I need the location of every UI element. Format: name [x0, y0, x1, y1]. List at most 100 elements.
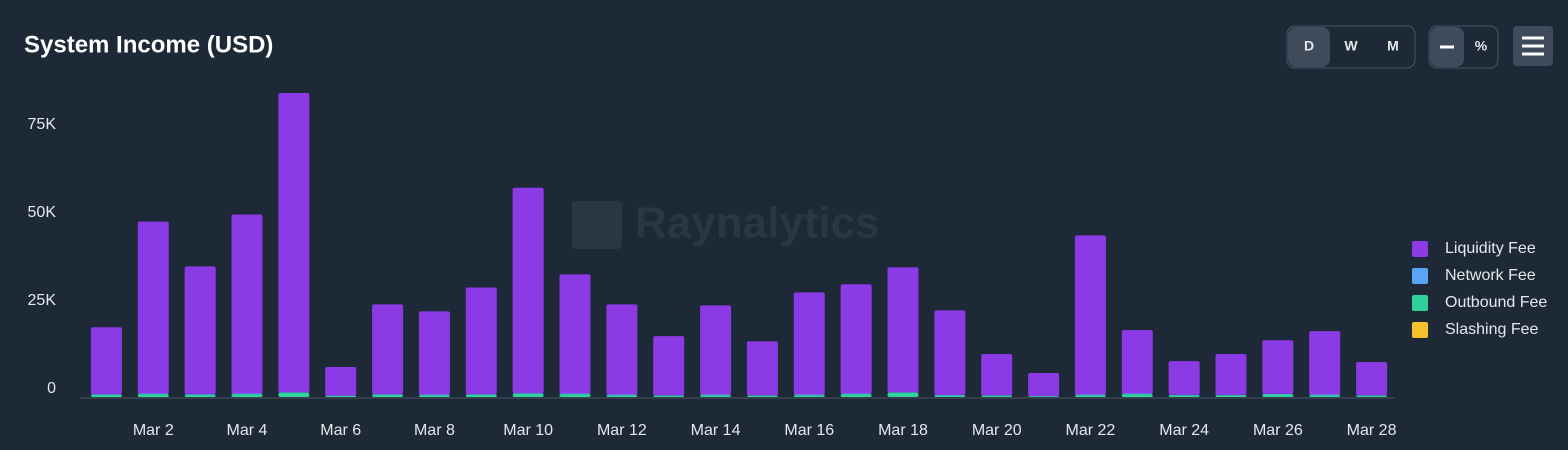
x-tick-label: Mar 24 — [1159, 422, 1209, 439]
bar-segment — [138, 394, 169, 397]
bar-segment — [1216, 354, 1247, 395]
bar-segment — [653, 336, 684, 395]
bar-segment — [700, 395, 731, 397]
percent-button[interactable]: % — [1475, 38, 1488, 54]
bar-segment — [372, 304, 403, 394]
bar-segment — [1122, 330, 1153, 393]
x-tick-label: Mar 10 — [503, 422, 553, 439]
bar-segment — [981, 396, 1012, 397]
bar-segment — [232, 393, 263, 394]
bar-segment — [1356, 362, 1387, 395]
bar-segment — [934, 310, 965, 395]
bar-segment — [278, 393, 309, 397]
x-tick-label: Mar 8 — [414, 422, 455, 439]
bar-segment — [747, 341, 778, 395]
x-tick-label: Mar 4 — [227, 422, 268, 439]
period-button[interactable]: W — [1344, 38, 1358, 54]
watermark-text: Raynalytics — [635, 199, 880, 248]
bar-segment — [185, 266, 216, 394]
bar-segment — [185, 395, 216, 397]
bar-segment — [138, 393, 169, 394]
x-tick-label: Mar 20 — [972, 422, 1022, 439]
bar-segment — [466, 394, 497, 395]
bar-segment — [91, 327, 122, 394]
bar-segment — [888, 393, 919, 397]
bar-segment — [138, 222, 169, 394]
watermark: Raynalytics — [572, 199, 880, 249]
bar-segment — [794, 395, 825, 397]
bar-segment — [513, 393, 544, 394]
bar-segment — [91, 395, 122, 397]
bar-segment — [560, 394, 591, 397]
x-tick-label: Mar 2 — [133, 422, 174, 439]
y-tick-label: 75K — [28, 116, 57, 133]
bar-segment — [700, 395, 731, 396]
bar-segment — [841, 394, 872, 397]
legend-swatch — [1412, 295, 1428, 311]
bar-segment — [606, 304, 637, 394]
bar-segment — [1169, 361, 1200, 395]
bar-segment — [560, 393, 591, 394]
bar-segment — [419, 395, 450, 397]
legend-label[interactable]: Slashing Fee — [1445, 321, 1538, 338]
bar-segment — [1309, 395, 1340, 396]
bar-segment — [653, 396, 684, 397]
bar-segment — [981, 354, 1012, 395]
legend-swatch — [1412, 268, 1428, 284]
bar-segment — [841, 393, 872, 394]
bar-segment — [513, 188, 544, 393]
bar-segment — [606, 395, 637, 397]
legend-label[interactable]: Liquidity Fee — [1445, 240, 1536, 257]
bar-segment — [91, 394, 122, 395]
bar-segment — [888, 392, 919, 393]
bar-segment — [513, 394, 544, 397]
bar-segment — [1075, 395, 1106, 396]
bar-segment — [372, 395, 403, 397]
bar-segment — [419, 311, 450, 394]
bar-segment — [606, 395, 637, 396]
bar-segment — [888, 267, 919, 392]
bar-segment — [700, 305, 731, 394]
y-tick-label: 25K — [28, 292, 57, 309]
x-tick-label: Mar 14 — [691, 422, 741, 439]
bar-segment — [1309, 395, 1340, 397]
bar-segment — [1262, 395, 1293, 397]
bar-segment — [325, 396, 356, 397]
menu-button[interactable] — [1513, 26, 1553, 66]
bar-segment — [419, 395, 450, 396]
legend-label[interactable]: Outbound Fee — [1445, 294, 1547, 311]
legend-swatch — [1412, 241, 1428, 257]
bar-segment — [278, 392, 309, 393]
bar-segment — [372, 394, 403, 395]
bar-segment — [1216, 395, 1247, 397]
chart-title: System Income (USD) — [24, 31, 273, 58]
x-tick-label: Mar 6 — [320, 422, 361, 439]
bar-segment — [1028, 373, 1059, 396]
x-tick-label: Mar 26 — [1253, 422, 1303, 439]
bar-segment — [1262, 340, 1293, 394]
y-tick-label: 50K — [28, 204, 57, 221]
x-tick-label: Mar 22 — [1066, 422, 1116, 439]
bar-segment — [1169, 395, 1200, 397]
period-button[interactable]: D — [1304, 38, 1314, 54]
legend-label[interactable]: Network Fee — [1445, 267, 1536, 284]
bar-segment — [185, 394, 216, 395]
bar-segment — [794, 395, 825, 396]
x-tick-label: Mar 12 — [597, 422, 647, 439]
watermark-logo — [572, 201, 622, 249]
bar-segment — [232, 215, 263, 394]
period-button[interactable]: M — [1387, 38, 1399, 54]
bar-segment — [747, 396, 778, 397]
bar-segment — [1122, 394, 1153, 397]
bar-segment — [1262, 394, 1293, 395]
bar-segment — [1075, 235, 1106, 394]
bar-segment — [934, 396, 965, 397]
bar-segment — [466, 287, 497, 394]
bar-segment — [1075, 395, 1106, 397]
x-tick-label: Mar 16 — [784, 422, 834, 439]
bar-segment — [841, 284, 872, 393]
bar-segment — [1309, 331, 1340, 394]
bar-segment — [1356, 396, 1387, 397]
